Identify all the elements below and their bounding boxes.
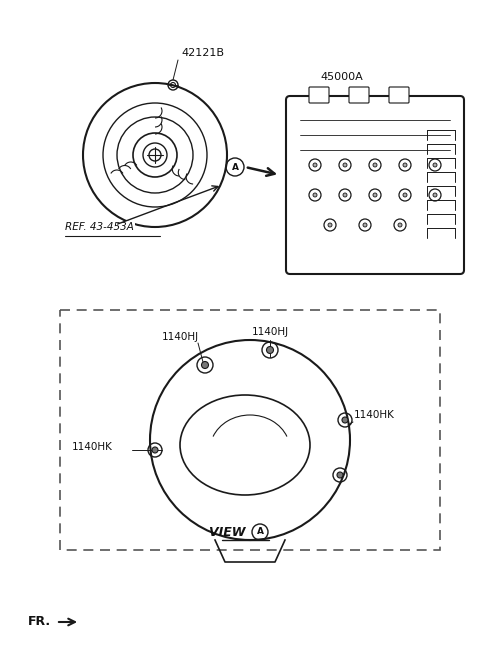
Circle shape xyxy=(337,472,343,478)
Circle shape xyxy=(403,163,407,167)
FancyBboxPatch shape xyxy=(309,87,329,103)
Circle shape xyxy=(433,193,437,197)
Circle shape xyxy=(343,193,347,197)
Text: 1140HJ: 1140HJ xyxy=(161,332,199,342)
Text: REF. 43-453A: REF. 43-453A xyxy=(65,222,134,232)
FancyBboxPatch shape xyxy=(349,87,369,103)
Text: 42121B: 42121B xyxy=(181,48,224,58)
Circle shape xyxy=(342,417,348,423)
Text: A: A xyxy=(256,527,264,537)
Circle shape xyxy=(202,362,208,368)
Circle shape xyxy=(313,193,317,197)
Circle shape xyxy=(152,447,158,453)
Circle shape xyxy=(363,223,367,227)
Circle shape xyxy=(328,223,332,227)
Text: 1140HK: 1140HK xyxy=(72,442,113,452)
Text: 45000A: 45000A xyxy=(320,72,363,82)
Circle shape xyxy=(343,163,347,167)
FancyBboxPatch shape xyxy=(286,96,464,274)
Circle shape xyxy=(433,163,437,167)
Circle shape xyxy=(403,193,407,197)
Circle shape xyxy=(313,163,317,167)
Circle shape xyxy=(266,346,274,354)
Text: FR.: FR. xyxy=(28,615,51,628)
Text: 1140HK: 1140HK xyxy=(354,410,395,420)
Bar xyxy=(60,310,440,550)
Circle shape xyxy=(373,193,377,197)
FancyBboxPatch shape xyxy=(389,87,409,103)
Circle shape xyxy=(373,163,377,167)
Circle shape xyxy=(398,223,402,227)
Text: VIEW: VIEW xyxy=(209,525,250,539)
Text: A: A xyxy=(231,162,239,172)
Text: 1140HJ: 1140HJ xyxy=(252,327,288,337)
